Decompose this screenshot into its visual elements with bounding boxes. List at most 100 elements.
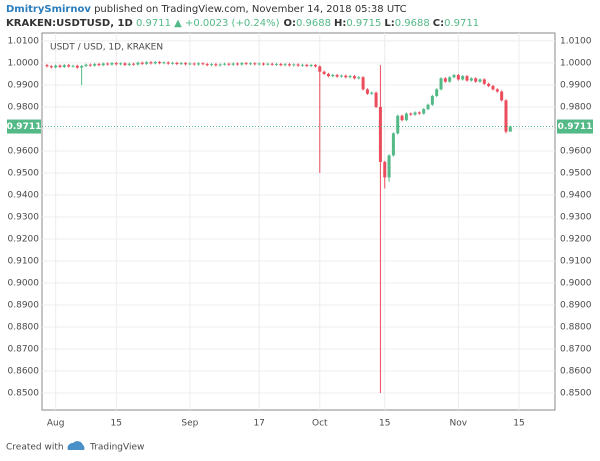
price-box-right bbox=[557, 119, 593, 134]
candle-body bbox=[93, 64, 97, 66]
candle-body bbox=[123, 63, 127, 65]
candle-body bbox=[214, 64, 218, 66]
candle-body bbox=[361, 77, 365, 90]
ohlc-key: L: bbox=[384, 18, 394, 29]
y-tick-label-right: 0.8500 bbox=[560, 389, 592, 399]
candle-body bbox=[270, 63, 274, 65]
candle-body bbox=[370, 92, 374, 94]
candle-body bbox=[218, 64, 222, 66]
candle-body bbox=[205, 64, 209, 66]
ohlc-value: 0.9715 bbox=[346, 18, 381, 29]
x-tick-label: Sep bbox=[181, 419, 198, 429]
candle-body bbox=[396, 115, 400, 134]
candle-body bbox=[439, 78, 443, 90]
candle-body bbox=[71, 65, 75, 67]
candle-body bbox=[469, 78, 473, 81]
candle-body bbox=[153, 62, 157, 64]
y-tick-label: 0.9900 bbox=[8, 80, 40, 90]
y-tick-label: 0.8500 bbox=[8, 389, 40, 399]
y-tick-label: 0.9600 bbox=[8, 146, 40, 156]
candle-body bbox=[292, 64, 296, 66]
candle-body bbox=[318, 66, 322, 72]
candle-body bbox=[508, 126, 512, 132]
candle-body bbox=[49, 66, 53, 68]
candle-body bbox=[322, 71, 326, 74]
candle-body bbox=[114, 63, 118, 65]
y-tick-label-right: 0.8900 bbox=[560, 301, 592, 311]
candle-body bbox=[210, 64, 214, 66]
author[interactable]: DmitrySmirnov bbox=[6, 4, 91, 15]
candle-body bbox=[201, 63, 205, 65]
candle-body bbox=[84, 64, 88, 67]
candle-body bbox=[443, 78, 447, 82]
y-tick-label-right: 0.9900 bbox=[560, 80, 592, 90]
candle-body bbox=[192, 63, 196, 65]
y-tick-label: 0.9500 bbox=[8, 168, 40, 178]
y-tick-label-right: 0.8700 bbox=[560, 345, 592, 355]
candle-body bbox=[339, 75, 343, 77]
candle-body bbox=[127, 63, 131, 65]
candle-body bbox=[474, 78, 478, 82]
candle-body bbox=[482, 79, 486, 84]
candle-body bbox=[149, 62, 153, 64]
plot-frame bbox=[41, 32, 556, 411]
y-tick-label: 0.8800 bbox=[8, 323, 40, 333]
ohlc: O:0.9688 H:0.9715 L:0.9688 C:0.9711 bbox=[284, 18, 480, 29]
candle-body bbox=[54, 65, 58, 68]
ohlc-key: H: bbox=[334, 18, 346, 29]
candle-body bbox=[335, 75, 339, 77]
candle-body bbox=[487, 83, 491, 87]
candle-body bbox=[422, 109, 426, 114]
y-tick-label: 1.0000 bbox=[8, 58, 40, 68]
y-tick-label-right: 0.9600 bbox=[560, 146, 592, 156]
candle-body bbox=[75, 65, 79, 68]
candle-body bbox=[287, 64, 291, 66]
candle-body bbox=[478, 79, 482, 82]
symbol-line: KRAKEN:USDTUSD, 1D 0.9711 ▲ +0.0023 (+0.… bbox=[6, 18, 479, 29]
candle-body bbox=[456, 75, 460, 80]
y-tick-label: 1.0100 bbox=[8, 36, 40, 46]
candle-body bbox=[197, 63, 201, 65]
candle-body bbox=[378, 106, 382, 162]
ohlc-value: 0.9711 bbox=[444, 18, 479, 29]
candle-body bbox=[175, 62, 179, 65]
candle-body bbox=[166, 62, 170, 64]
candle-body bbox=[188, 63, 192, 65]
y-tick-label: 0.8700 bbox=[8, 345, 40, 355]
candle-body bbox=[313, 65, 317, 67]
y-tick-label: 0.8900 bbox=[8, 301, 40, 311]
last: 0.9711 bbox=[136, 18, 171, 29]
plot: 0.8500 0.8500 0.8600 0.8600 0.8700 0.8700 0.88… bbox=[7, 32, 593, 429]
candle-body bbox=[266, 63, 270, 65]
y-tick-label-right: 1.0000 bbox=[560, 58, 592, 68]
candle-body bbox=[231, 63, 235, 65]
ohlc-key: C: bbox=[433, 18, 444, 29]
candle-body bbox=[426, 104, 430, 110]
candle-body bbox=[383, 161, 387, 178]
candle-body bbox=[326, 73, 330, 77]
candle-body bbox=[283, 64, 287, 66]
price-label: 0.9711 bbox=[7, 122, 42, 132]
candle-body bbox=[62, 65, 66, 67]
candle-body bbox=[58, 65, 62, 67]
candle-body bbox=[461, 76, 465, 80]
candle-body bbox=[435, 89, 439, 96]
candle-body bbox=[227, 63, 231, 65]
x-tick-label: Oct bbox=[312, 419, 328, 429]
candle-body bbox=[374, 92, 378, 107]
candle-body bbox=[465, 76, 469, 81]
candle-body bbox=[97, 64, 101, 66]
header-line: DmitrySmirnov published on TradingView.c… bbox=[6, 4, 407, 15]
candle-body bbox=[110, 63, 114, 65]
x-tick-label: Aug bbox=[47, 419, 65, 429]
brand[interactable]: TradingView bbox=[89, 443, 144, 453]
y-tick-label-right: 0.9300 bbox=[560, 212, 592, 222]
y-tick-label-right: 0.9400 bbox=[560, 190, 592, 200]
candle-body bbox=[132, 63, 136, 65]
ohlc-value: 0.9688 bbox=[395, 18, 430, 29]
y-tick-label: 0.9100 bbox=[8, 257, 40, 267]
candle-body bbox=[409, 113, 413, 115]
candle-body bbox=[158, 62, 162, 64]
